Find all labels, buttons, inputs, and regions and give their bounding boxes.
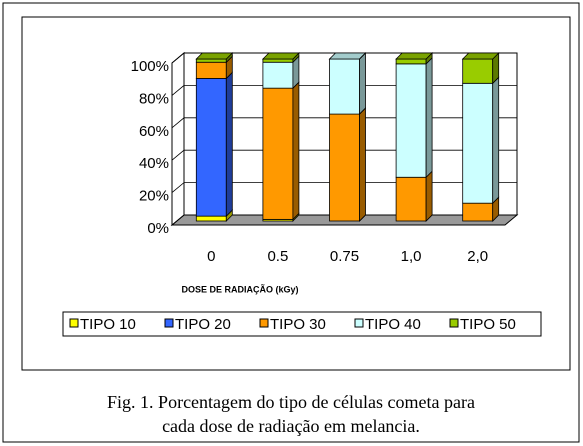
bar-side: [425, 56, 433, 179]
y-tick-label: 20%: [139, 188, 169, 205]
bar-top: [261, 52, 300, 60]
bar-side: [425, 170, 433, 222]
bar-top: [461, 52, 500, 60]
legend-swatch: [259, 318, 269, 328]
bar-segment: [329, 58, 360, 115]
bar-segment: [262, 61, 294, 89]
bar-segment: [262, 87, 294, 220]
bar-segment: [329, 113, 360, 222]
bar-segment: [195, 215, 227, 222]
y-tick-label: 0%: [147, 220, 169, 237]
bar-segment: [395, 58, 427, 65]
x-tick-label: 0: [207, 248, 215, 265]
legend-label: TIPO 40: [365, 316, 421, 333]
bar-side: [292, 81, 300, 221]
bar-segment: [462, 202, 494, 222]
bar-segment: [462, 82, 494, 204]
legend-box: [62, 311, 542, 337]
bar-segment: [395, 176, 427, 222]
x-tick-label: 1,0: [401, 248, 422, 265]
legend-swatch: [69, 318, 79, 328]
x-tick-label: 2,0: [467, 248, 488, 265]
bar-side: [492, 76, 500, 205]
bar-side: [359, 107, 366, 222]
y-tick-label: 80%: [139, 90, 169, 107]
bar-top: [195, 52, 234, 60]
bar-side: [359, 52, 366, 116]
legend-label: TIPO 10: [80, 316, 136, 333]
bar-segment: [195, 78, 227, 217]
caption-line: cada dose de radiação em melancia.: [162, 416, 420, 436]
bar-segment: [195, 61, 227, 79]
x-tick-label: 0.5: [267, 248, 288, 265]
bar-side: [359, 52, 366, 60]
bar-segment: [262, 58, 294, 63]
x-tick-label: 0.75: [330, 248, 359, 265]
y-tick-label: 60%: [139, 123, 169, 140]
legend-swatch: [449, 318, 459, 328]
bar-segment: [395, 63, 427, 178]
bar-top: [395, 52, 434, 60]
bar-segment: [462, 58, 494, 84]
bar-segment: [195, 58, 227, 63]
legend-swatch: [164, 318, 174, 328]
legend-label: TIPO 20: [175, 316, 231, 333]
legend-label: TIPO 50: [460, 316, 516, 333]
y-tick-label: 100%: [131, 58, 169, 75]
x-axis-title: DOSE DE RADIAÇÃO (kGy): [181, 284, 298, 294]
caption-line: Fig. 1. Porcentagem do tipo de células c…: [107, 392, 475, 412]
side-wall: [171, 51, 185, 227]
legend-swatch: [354, 318, 364, 328]
legend-label: TIPO 30: [270, 316, 326, 333]
y-tick-label: 40%: [139, 155, 169, 172]
bar-side: [225, 71, 233, 218]
